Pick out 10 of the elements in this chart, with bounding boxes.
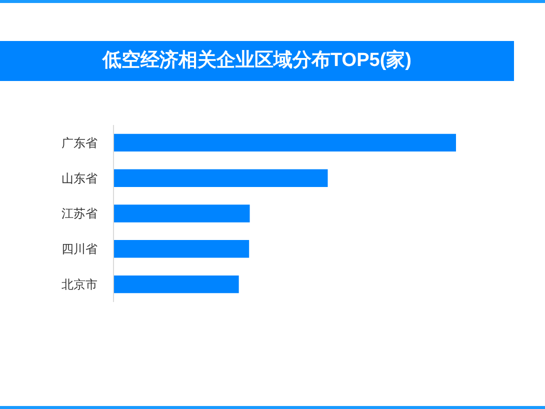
- bar: [114, 240, 250, 258]
- y-tick-label: 江苏省: [62, 206, 98, 221]
- y-tick-label: 四川省: [62, 242, 98, 256]
- bar: [114, 134, 456, 152]
- bar: [114, 204, 250, 222]
- y-tick-label: 山东省: [62, 171, 98, 186]
- bar: [114, 169, 328, 187]
- y-tick-label: 广东省: [62, 136, 98, 150]
- y-tick-label: 北京市: [62, 278, 98, 292]
- bar: [114, 275, 239, 294]
